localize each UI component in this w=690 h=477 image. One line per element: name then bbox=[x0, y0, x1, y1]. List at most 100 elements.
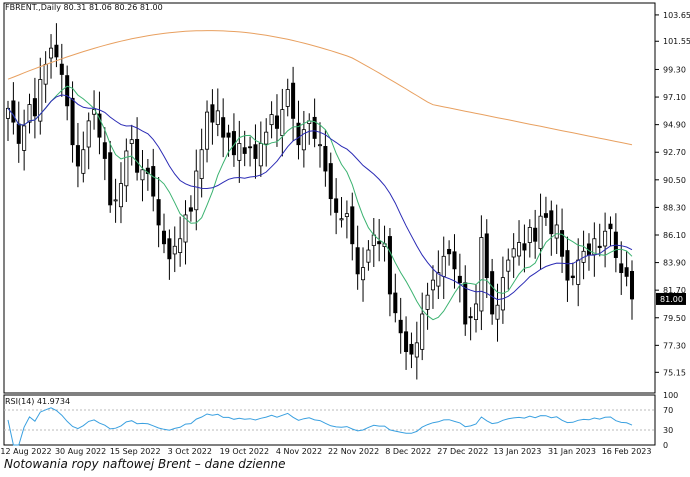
x-tick-label: 30 Aug 2022 bbox=[55, 447, 106, 456]
candle-body bbox=[554, 224, 559, 239]
candle-body bbox=[253, 144, 258, 159]
candle-body bbox=[269, 114, 274, 126]
candle-body bbox=[339, 218, 344, 221]
candle-body bbox=[65, 75, 70, 107]
candle-body bbox=[436, 272, 441, 287]
candle-body bbox=[420, 313, 425, 350]
candle-body bbox=[221, 117, 226, 138]
candle-body bbox=[624, 267, 629, 277]
candle-body bbox=[430, 279, 435, 291]
candle-body bbox=[199, 149, 204, 179]
x-tick-label: 12 Aug 2022 bbox=[0, 447, 51, 456]
candle-body bbox=[205, 111, 210, 150]
rsi-tick-label: 0 bbox=[663, 441, 668, 450]
candle-body bbox=[511, 248, 516, 258]
y-tick-label: 81.70 bbox=[663, 286, 686, 295]
candle-body bbox=[560, 230, 565, 257]
x-tick-label: 16 Feb 2023 bbox=[602, 447, 652, 456]
candle-body bbox=[215, 110, 220, 125]
candle-body bbox=[490, 271, 495, 315]
candle-body bbox=[183, 214, 188, 243]
candle-body bbox=[274, 115, 279, 129]
x-tick-label: 19 Oct 2022 bbox=[220, 447, 269, 456]
candle-body bbox=[409, 343, 414, 355]
ma-fast-line bbox=[7, 85, 633, 321]
y-tick-label: 75.15 bbox=[663, 368, 686, 377]
candle-body bbox=[425, 294, 430, 310]
x-tick-label: 8 Dec 2022 bbox=[385, 447, 431, 456]
rsi-frame bbox=[3, 394, 656, 446]
candle-body bbox=[522, 243, 527, 251]
candle-body bbox=[178, 238, 183, 253]
candle-body bbox=[188, 207, 193, 212]
candle-body bbox=[301, 129, 306, 151]
candle-body bbox=[38, 79, 43, 122]
y-tick-label: 77.30 bbox=[663, 341, 686, 350]
candle-body bbox=[135, 138, 140, 173]
y-tick-label: 92.70 bbox=[663, 148, 686, 157]
candle-body bbox=[167, 238, 172, 260]
candle-body bbox=[334, 198, 339, 213]
y-tick-label: 94.90 bbox=[663, 121, 686, 130]
candle-body bbox=[495, 304, 500, 320]
candle-body bbox=[328, 163, 333, 200]
candle-body bbox=[603, 230, 608, 247]
candle-body bbox=[291, 82, 296, 119]
candle-body bbox=[393, 292, 398, 314]
x-tick-label: 15 Sep 2022 bbox=[110, 447, 161, 456]
candle-body bbox=[447, 248, 452, 255]
x-tick-label: 4 Nov 2022 bbox=[276, 447, 322, 456]
candle-body bbox=[323, 146, 328, 172]
main-pane: 103.65 101.55 99.30 97.10 94.90 92.70 90.50 88.… bbox=[0, 2, 690, 456]
candle-body bbox=[355, 247, 360, 275]
candle-body bbox=[608, 223, 613, 230]
candle-body bbox=[404, 331, 409, 353]
candle-body bbox=[414, 342, 419, 358]
candle-body bbox=[172, 245, 177, 255]
candle-body bbox=[16, 123, 21, 144]
candle-body bbox=[248, 146, 253, 149]
candle-body bbox=[75, 145, 80, 167]
candle-body bbox=[527, 227, 532, 243]
candle-body bbox=[377, 241, 382, 245]
x-tick-label: 3 Oct 2022 bbox=[168, 447, 212, 456]
ma-mid-line bbox=[7, 94, 633, 301]
candle-body bbox=[398, 319, 403, 334]
candle-body bbox=[11, 100, 16, 123]
candle-body bbox=[366, 249, 371, 263]
rsi-tick-label: 70 bbox=[663, 406, 673, 415]
candle-body bbox=[452, 251, 457, 270]
candle-body bbox=[70, 97, 75, 146]
rsi-tick-label: 100 bbox=[663, 391, 678, 400]
candle-body bbox=[43, 64, 48, 85]
candle-body bbox=[54, 44, 59, 58]
y-tick-label: 88.30 bbox=[663, 203, 686, 212]
candle-body bbox=[597, 245, 602, 248]
candle-body bbox=[22, 125, 27, 151]
candle-body bbox=[118, 183, 123, 208]
candle-body bbox=[517, 242, 522, 257]
candle-body bbox=[533, 227, 538, 242]
candle-body bbox=[484, 233, 489, 279]
candle-body bbox=[113, 199, 118, 202]
candle-body bbox=[344, 213, 349, 217]
rsi-pane: 100 70 30 0 bbox=[3, 391, 678, 450]
candle-body bbox=[565, 250, 570, 281]
candle-body bbox=[361, 267, 366, 281]
y-tick-label: 99.30 bbox=[663, 65, 686, 74]
candle-body bbox=[543, 213, 548, 218]
candle-body bbox=[570, 275, 575, 279]
candle-body bbox=[161, 230, 167, 245]
x-tick-label: 13 Jan 2023 bbox=[493, 447, 541, 456]
candle-body bbox=[156, 199, 161, 226]
candle-body bbox=[538, 215, 543, 249]
candle-body bbox=[280, 109, 285, 136]
rsi-line bbox=[7, 407, 633, 446]
y-tick-label: 97.10 bbox=[663, 93, 686, 102]
candle-body bbox=[479, 237, 484, 312]
candle-body bbox=[576, 259, 581, 285]
candle-body bbox=[387, 236, 392, 295]
main-frame bbox=[3, 2, 656, 394]
x-tick-label: 22 Nov 2022 bbox=[328, 447, 379, 456]
candle-body bbox=[210, 104, 215, 123]
